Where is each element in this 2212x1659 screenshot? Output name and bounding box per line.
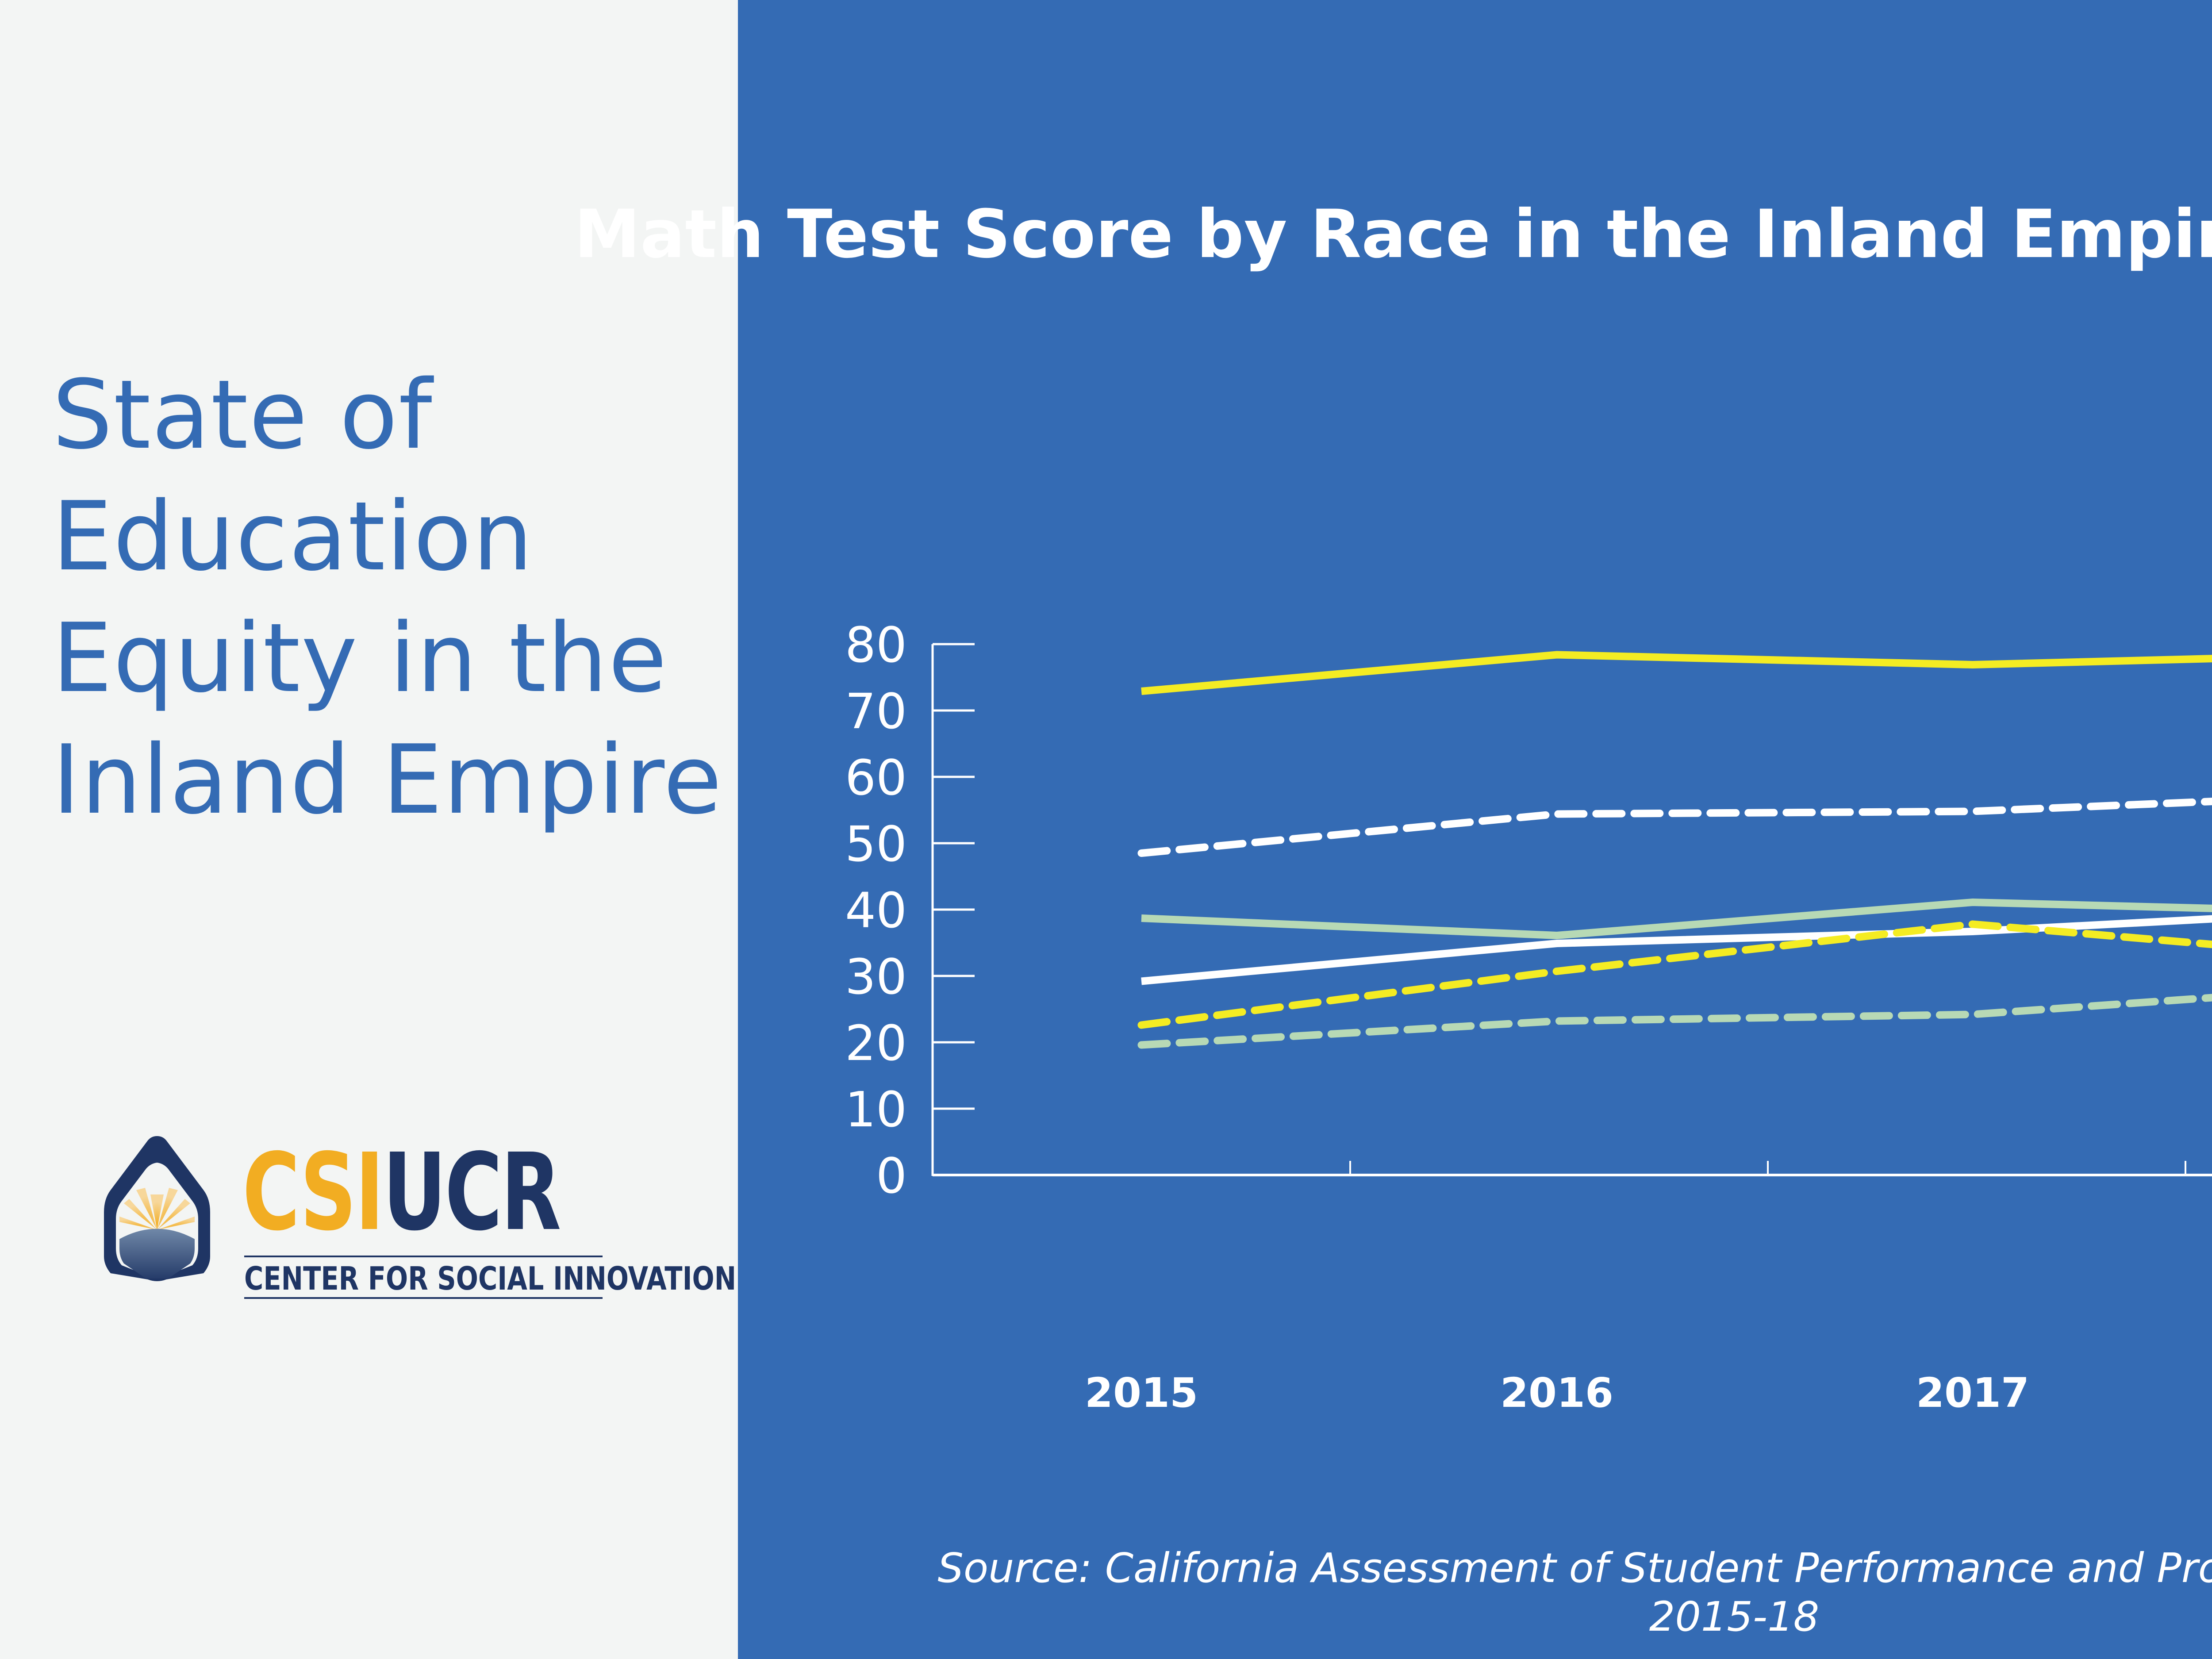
hexagon-sunrise-icon: [104, 1136, 210, 1281]
report-title-line: State of: [52, 359, 433, 470]
report-title: State of Education Equity in the Inland …: [52, 354, 725, 841]
axes: 010203040506070802015201620172018: [845, 617, 2212, 1417]
series-line-asian: [1141, 651, 2212, 695]
series-line-nhpi: [1141, 898, 2212, 940]
y-tick-label: 10: [845, 1081, 907, 1138]
series-group: [1137, 651, 2212, 1049]
left-panel: State of Education Equity in the Inland …: [0, 0, 738, 1659]
x-tick-label: 2017: [1916, 1369, 2029, 1417]
y-tick-label: 60: [845, 749, 907, 806]
y-tick-label: 40: [845, 882, 907, 939]
report-title-line: Equity in the: [52, 603, 668, 714]
y-tick-label: 30: [845, 949, 907, 1005]
series-line-black: [1137, 994, 2212, 1049]
logo-csi: CSI: [242, 1130, 384, 1254]
y-tick-label: 20: [845, 1015, 907, 1071]
y-tick-label: 0: [876, 1148, 907, 1204]
logo-wordmark: CSIUCR: [242, 1139, 561, 1245]
series-line-aian: [1137, 920, 2212, 1029]
y-tick-label: 80: [845, 617, 907, 673]
report-title-line: Education: [52, 481, 534, 592]
csiucr-logo: CSIUCR CENTER FOR SOCIAL INNOVATION: [97, 1133, 736, 1301]
logo-divider: [244, 1297, 603, 1299]
y-tick-label: 50: [845, 816, 907, 872]
chart-panel: [738, 0, 2212, 1659]
logo-divider: [244, 1256, 603, 1257]
report-title-line: Inland Empire: [52, 724, 723, 835]
chart-title: Math Test Score by Race in the Inland Em…: [574, 196, 2212, 273]
series-line-white: [1137, 798, 2212, 857]
y-tick-label: 70: [845, 683, 907, 740]
logo-ucr: UCR: [383, 1130, 561, 1254]
series-line-latinx: [1141, 915, 2212, 985]
source-note: Source: California Assessment of Student…: [937, 1544, 2212, 1640]
x-tick-label: 2015: [1085, 1369, 1198, 1417]
x-tick-label: 2016: [1500, 1369, 1613, 1417]
